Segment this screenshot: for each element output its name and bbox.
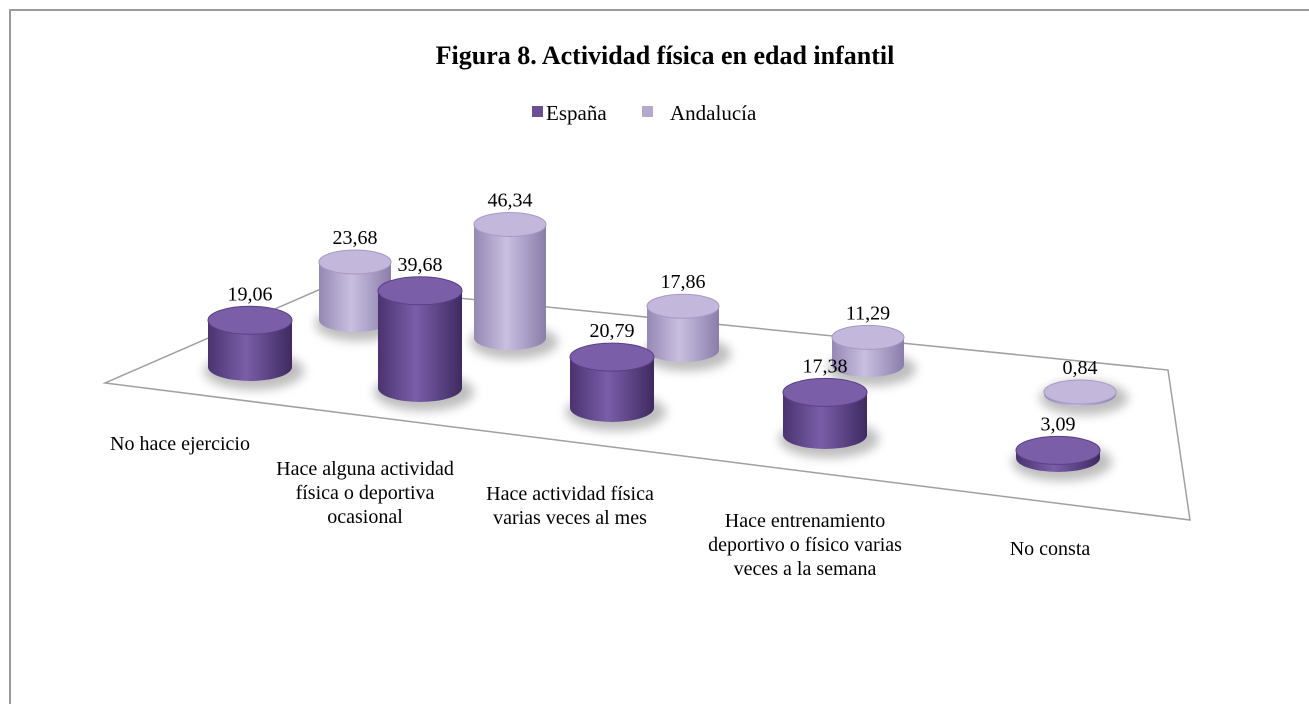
value-label: 20,79 xyxy=(590,320,635,342)
cylinder-top xyxy=(1015,435,1101,465)
cylinder-body xyxy=(647,306,719,362)
x-tick-label: Hace entrenamiento deportivo o físico va… xyxy=(708,510,902,580)
chart-title: Figura 8. Actividad física en edad infan… xyxy=(436,41,895,70)
cylinder xyxy=(782,377,868,449)
value-label: 19,06 xyxy=(228,283,273,305)
cylinder-body xyxy=(474,224,546,350)
value-label: 17,86 xyxy=(661,271,706,293)
x-tick-label: Hace alguna actividad física o deportiva… xyxy=(276,458,454,528)
cylinder-top xyxy=(473,211,547,237)
cylinder-top xyxy=(782,377,868,407)
cylinder-body xyxy=(319,261,391,332)
cylinder xyxy=(1015,435,1101,472)
cylinder xyxy=(318,249,392,332)
cylinder-top xyxy=(318,249,392,275)
value-label: 3,09 xyxy=(1041,413,1076,435)
legend-label: España xyxy=(546,101,607,125)
cylinder-top xyxy=(1043,379,1117,405)
x-tick-label: Hace actividad física varias veces al me… xyxy=(486,483,654,529)
value-label: 17,38 xyxy=(803,355,848,377)
cylinder-body xyxy=(570,357,654,422)
value-label: 39,68 xyxy=(398,254,443,276)
cylinder-body xyxy=(208,320,292,381)
labels: 19,06 39,68 20,79 17,38 3,09 23,68 46,34 17,86 1… xyxy=(228,189,1098,435)
cylinder-top xyxy=(569,342,655,372)
value-label: 0,84 xyxy=(1063,357,1098,379)
value-label: 46,34 xyxy=(488,189,533,211)
legend-swatch xyxy=(532,106,543,117)
cylinder-top xyxy=(831,324,905,350)
value-label: 23,68 xyxy=(333,227,378,249)
cylinder xyxy=(831,324,905,377)
value-label: 11,29 xyxy=(846,302,890,324)
legend-swatch xyxy=(642,106,653,117)
cylinder xyxy=(377,276,463,402)
front-row xyxy=(204,276,1112,481)
cylinder xyxy=(569,342,655,422)
frame xyxy=(9,9,1309,704)
cylinder-top xyxy=(646,293,720,319)
cylinder-body xyxy=(378,290,462,402)
cylinder-top xyxy=(207,305,293,335)
x-tick-label: No consta xyxy=(1009,538,1091,560)
x-tick-label: No hace ejercicio xyxy=(110,433,250,455)
cylinder-body xyxy=(783,392,867,449)
cylinder xyxy=(207,305,293,381)
legend-label: Andalucía xyxy=(670,101,757,125)
cylinder xyxy=(1043,379,1117,406)
cylinder-top xyxy=(377,276,463,306)
back-row xyxy=(315,211,1128,415)
cylinder xyxy=(473,211,547,350)
cylinder xyxy=(646,293,720,362)
